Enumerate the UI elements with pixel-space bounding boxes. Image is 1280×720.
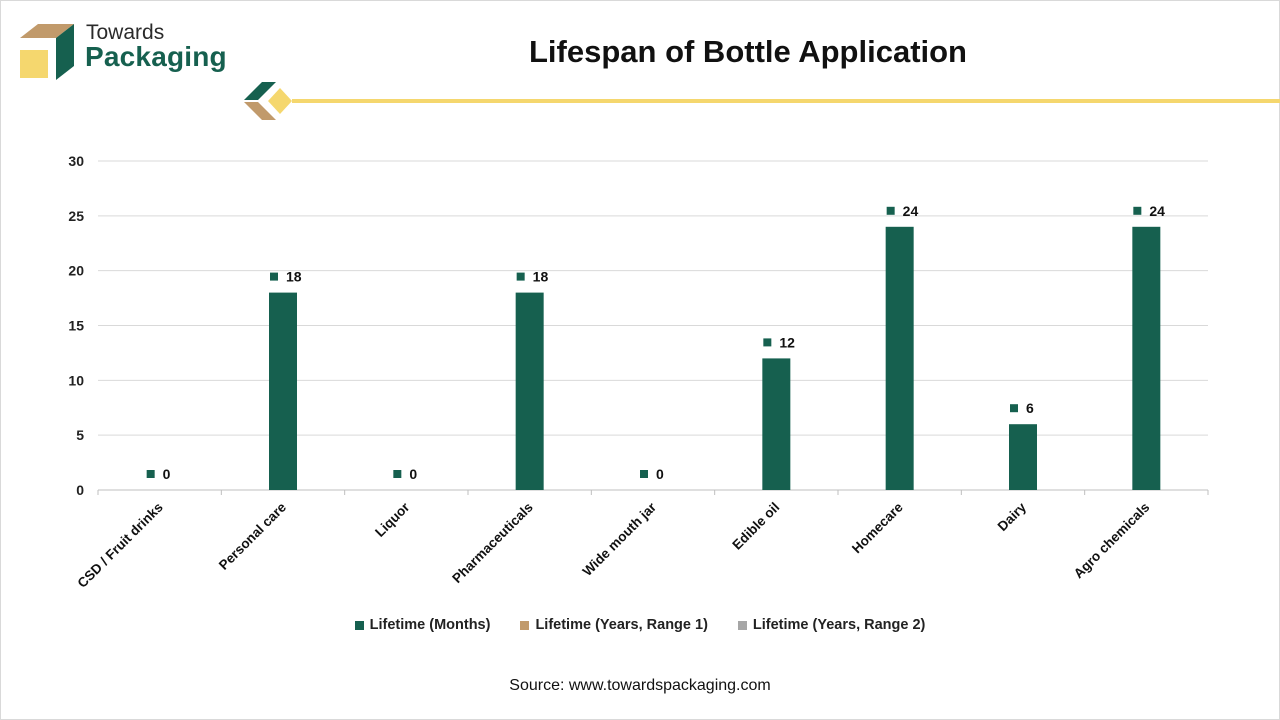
bar bbox=[1009, 424, 1037, 490]
data-label-marker bbox=[1133, 206, 1142, 215]
legend-swatch-years-range-1 bbox=[520, 620, 530, 630]
divider-shape-top bbox=[244, 82, 276, 100]
data-label-marker bbox=[640, 470, 648, 478]
chart-title: Lifespan of Bottle Application bbox=[528, 34, 967, 69]
x-tick-label: Wide mouth jar bbox=[580, 499, 660, 579]
data-label: 0 bbox=[409, 466, 417, 482]
legend-label-years-range-2: Lifetime (Years, Range 2) bbox=[752, 617, 926, 633]
chart-legend: Lifetime (Months) Lifetime (Years, Range… bbox=[0, 617, 1280, 633]
x-tick-label: Edible oil bbox=[729, 500, 782, 553]
divider-line bbox=[292, 99, 1280, 103]
x-tick-label: Agro chemicals bbox=[1071, 500, 1153, 582]
data-label: 12 bbox=[779, 334, 795, 350]
data-label: 24 bbox=[1149, 203, 1165, 219]
data-label: 18 bbox=[286, 269, 302, 285]
box-logo-icon bbox=[20, 24, 74, 80]
data-label-marker bbox=[1010, 404, 1018, 413]
divider-shape-bottom bbox=[244, 102, 276, 120]
data-label-marker bbox=[270, 272, 278, 281]
data-label-marker bbox=[393, 470, 402, 478]
data-label: 6 bbox=[1026, 400, 1034, 416]
y-tick-label: 0 bbox=[76, 482, 84, 498]
x-tick-label: Personal care bbox=[216, 499, 290, 573]
data-labels: 0 CSD / Fruit drinks 18 Personal care 0 Liquo… bbox=[75, 203, 1166, 591]
data-label: 18 bbox=[533, 269, 549, 285]
brand-logo bbox=[16, 18, 246, 88]
divider-diamond bbox=[268, 88, 292, 114]
x-tick-label: Pharmaceuticals bbox=[449, 500, 535, 586]
bar bbox=[885, 226, 914, 491]
title-divider bbox=[244, 82, 1280, 120]
y-tick-label: 5 bbox=[76, 427, 84, 443]
bar bbox=[269, 292, 297, 490]
source-note: Source: www.towardspackaging.com bbox=[509, 677, 771, 694]
bar bbox=[1132, 226, 1161, 491]
bar bbox=[515, 292, 544, 490]
x-tick-label: Liquor bbox=[372, 499, 413, 540]
y-tick-label: 10 bbox=[68, 372, 84, 388]
x-tick-label: Dairy bbox=[995, 499, 1030, 534]
legend-swatch-years-range-2 bbox=[737, 620, 747, 630]
data-label: 0 bbox=[163, 466, 171, 482]
bars bbox=[269, 226, 1161, 491]
legend-item-years-range-2: Lifetime (Years, Range 2) bbox=[737, 617, 926, 633]
y-tick-label: 20 bbox=[68, 263, 84, 279]
data-label-marker bbox=[516, 272, 525, 281]
legend-label-months: Lifetime (Months) bbox=[369, 617, 491, 633]
brand-name-top: Towards bbox=[86, 21, 165, 44]
legend-item-months: Lifetime (Months) bbox=[354, 617, 491, 633]
x-tick-label: Homecare bbox=[849, 499, 906, 556]
legend-item-years-range-1: Lifetime (Years, Range 1) bbox=[520, 617, 708, 633]
x-tick-label: CSD / Fruit drinks bbox=[75, 500, 166, 591]
data-label: 0 bbox=[656, 466, 664, 482]
data-label-marker bbox=[886, 206, 895, 215]
legend-label-years-range-1: Lifetime (Years, Range 1) bbox=[535, 617, 708, 633]
brand-name-main: Packaging bbox=[85, 41, 227, 72]
gridlines bbox=[98, 160, 1208, 436]
data-label-marker bbox=[146, 470, 155, 478]
data-label-marker bbox=[763, 338, 772, 347]
data-label: 24 bbox=[903, 203, 919, 219]
y-tick-label: 30 bbox=[68, 153, 84, 169]
y-tick-label: 25 bbox=[68, 208, 84, 224]
y-tick-label: 15 bbox=[68, 318, 84, 334]
bar bbox=[762, 358, 791, 490]
legend-swatch-months bbox=[354, 620, 364, 630]
